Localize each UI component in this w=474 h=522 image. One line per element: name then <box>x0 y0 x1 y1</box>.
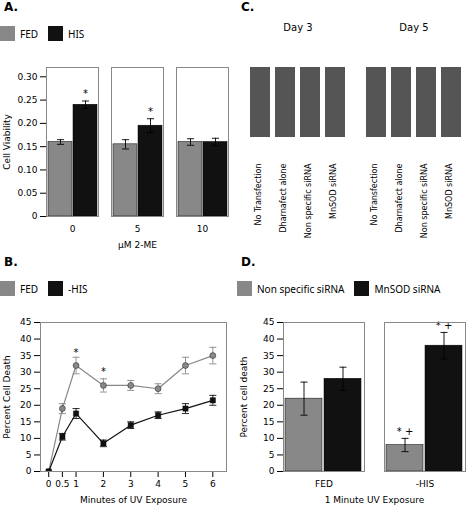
svg-text:25: 25 <box>20 384 31 394</box>
svg-text:4: 4 <box>155 479 161 489</box>
svg-text:MnSOD siRNA: MnSOD siRNA <box>445 163 454 219</box>
svg-text:Day 5: Day 5 <box>399 22 428 33</box>
svg-text:Dharnafect alone: Dharnafect alone <box>395 163 404 232</box>
html-text:B.: B. <box>4 255 18 269</box>
svg-text:*: * <box>83 88 88 99</box>
svg-text:0.10: 0.10 <box>17 165 37 175</box>
svg-text:30: 30 <box>20 367 32 377</box>
html-text:FED: FED <box>20 281 39 296</box>
html-text:D.: D. <box>241 255 256 269</box>
svg-text:15: 15 <box>263 417 274 427</box>
svg-text:45: 45 <box>263 317 274 327</box>
svg-text:10: 10 <box>20 433 32 443</box>
svg-text:35: 35 <box>20 350 31 360</box>
svg-text:Percent cell death: Percent cell death <box>239 356 249 437</box>
svg-text:Percent Cell Death: Percent Cell Death <box>2 355 12 439</box>
svg-text:0.20: 0.20 <box>17 118 37 128</box>
svg-text:No Transfection: No Transfection <box>370 164 379 226</box>
html-text:HIS: HIS <box>68 26 85 41</box>
svg-text:Day 3: Day 3 <box>283 22 312 33</box>
svg-text:10: 10 <box>263 433 275 443</box>
svg-text:*: * <box>74 347 79 358</box>
svg-text:0: 0 <box>46 479 52 489</box>
svg-text:0.30: 0.30 <box>17 72 37 82</box>
svg-text:40: 40 <box>20 334 32 344</box>
svg-text:1 Minute UV Exposure: 1 Minute UV Exposure <box>325 495 425 505</box>
svg-text:0.5: 0.5 <box>55 479 69 489</box>
svg-text:Minutes of UV Exposure: Minutes of UV Exposure <box>80 495 188 505</box>
svg-text:*: * <box>101 366 106 377</box>
svg-text:Cell Viability: Cell Viability <box>2 113 12 169</box>
svg-text:Non specific siRNA: Non specific siRNA <box>420 163 429 238</box>
svg-text:0.15: 0.15 <box>17 142 37 152</box>
svg-text:μM 2-ME: μM 2-ME <box>118 240 157 250</box>
svg-text:25: 25 <box>263 384 274 394</box>
svg-text:35: 35 <box>263 350 274 360</box>
svg-text:6: 6 <box>210 479 216 489</box>
svg-text:*: * <box>148 106 153 117</box>
svg-text:0.25: 0.25 <box>17 95 37 105</box>
svg-text:0.05: 0.05 <box>17 188 37 198</box>
svg-text:10: 10 <box>197 224 209 234</box>
svg-text:0: 0 <box>269 466 275 476</box>
html-text:Non specific siRNA: Non specific siRNA <box>257 281 345 296</box>
svg-text:5: 5 <box>269 450 275 460</box>
svg-text:5: 5 <box>26 450 32 460</box>
svg-text:0: 0 <box>26 466 32 476</box>
html-text:FED: FED <box>20 26 39 41</box>
svg-text:* +: * + <box>436 320 453 331</box>
svg-text:20: 20 <box>20 400 32 410</box>
html-text:C.: C. <box>241 0 255 14</box>
svg-text:* +: * + <box>397 426 414 437</box>
svg-text:3: 3 <box>128 479 134 489</box>
svg-text:5: 5 <box>183 479 189 489</box>
html-text:-HIS: -HIS <box>68 281 88 296</box>
svg-text:FED: FED <box>315 479 333 489</box>
svg-text:MnSOD siRNA: MnSOD siRNA <box>329 163 338 219</box>
svg-text:45: 45 <box>20 317 31 327</box>
svg-text:15: 15 <box>20 417 31 427</box>
svg-text:1: 1 <box>73 479 79 489</box>
svg-text:0: 0 <box>32 211 38 221</box>
svg-text:20: 20 <box>263 400 275 410</box>
html-text:MnSOD siRNA: MnSOD siRNA <box>374 281 441 296</box>
svg-text:5: 5 <box>135 224 141 234</box>
svg-text:Dharnafect alone: Dharnafect alone <box>279 163 288 232</box>
svg-text:No Transfection: No Transfection <box>254 164 263 226</box>
html-text:A.: A. <box>4 0 19 14</box>
svg-text:2: 2 <box>101 479 107 489</box>
svg-text:40: 40 <box>263 334 275 344</box>
svg-text:Non specific siRNA: Non specific siRNA <box>304 163 313 238</box>
svg-text:0: 0 <box>70 224 76 234</box>
svg-text:30: 30 <box>263 367 275 377</box>
svg-text:-HIS: -HIS <box>416 479 435 489</box>
